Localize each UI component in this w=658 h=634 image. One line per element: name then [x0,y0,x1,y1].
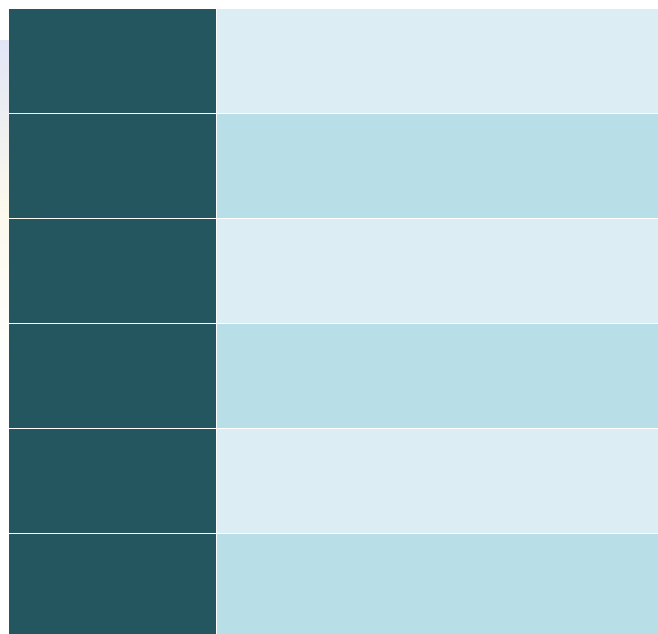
row-cell [217,219,658,323]
row-cell [217,324,658,428]
row-header [9,429,216,533]
row-header [9,324,216,428]
row-header [9,534,216,634]
row-cell [217,114,658,218]
row-header [9,9,216,113]
row-cell [217,429,658,533]
row-header [9,219,216,323]
row-cell [217,9,658,113]
row-cell [217,534,658,634]
row-header [9,114,216,218]
